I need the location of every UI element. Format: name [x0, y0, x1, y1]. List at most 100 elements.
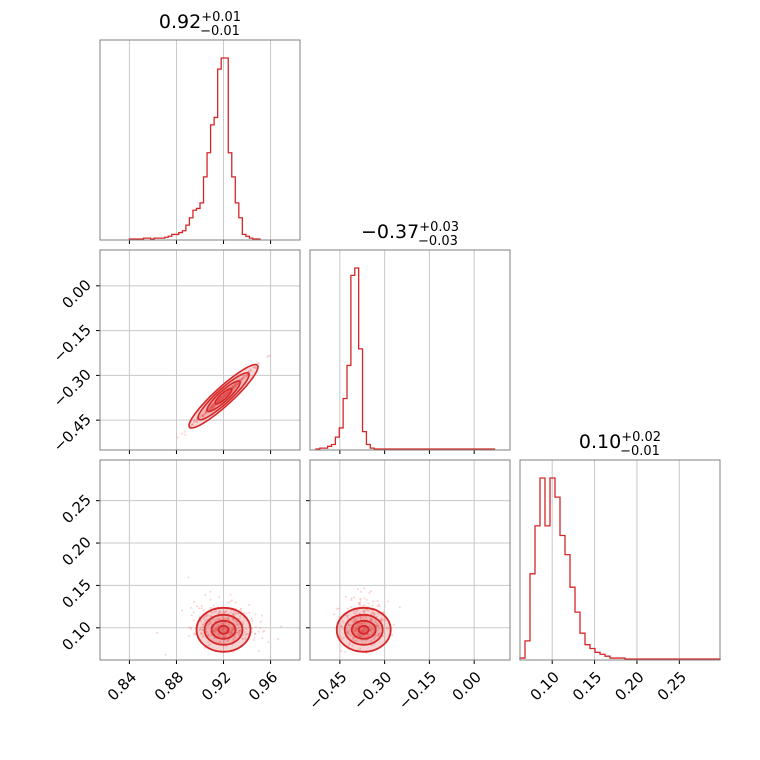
sample-point: [156, 631, 159, 634]
sample-point: [204, 411, 207, 414]
sample-point: [365, 598, 368, 601]
sample-point: [216, 400, 219, 403]
sample-point: [376, 625, 378, 628]
sample-point: [370, 618, 373, 621]
sample-point: [196, 605, 198, 608]
sample-point: [353, 612, 356, 615]
sample-point: [218, 399, 221, 401]
sample-point: [257, 362, 260, 365]
sample-point: [224, 618, 227, 621]
sample-point: [221, 397, 224, 400]
sample-point: [354, 628, 357, 631]
sample-point: [192, 421, 195, 423]
sample-point: [205, 630, 208, 633]
sample-point: [378, 605, 381, 608]
sample-point: [213, 637, 216, 640]
sample-point: [357, 634, 360, 637]
sample-point: [223, 393, 226, 396]
sample-point: [220, 396, 223, 399]
sample-point: [218, 611, 221, 614]
sample-point: [219, 396, 222, 399]
sample-point: [355, 628, 358, 630]
sample-point: [367, 635, 370, 638]
sample-point: [233, 614, 236, 617]
sample-point: [209, 622, 212, 625]
sample-point: [240, 629, 243, 631]
sample-point: [201, 636, 204, 638]
x-tick-label: −0.30: [350, 668, 395, 713]
panel-frame: [309, 459, 511, 661]
sample-point: [363, 604, 366, 607]
sample-point: [223, 611, 226, 614]
sample-point: [376, 624, 379, 627]
sample-point: [359, 599, 362, 602]
sample-point: [209, 615, 212, 617]
sample-point: [226, 391, 229, 394]
sample-point: [240, 377, 243, 380]
sample-point: [365, 629, 368, 632]
sample-point: [238, 378, 241, 381]
sample-point: [244, 633, 247, 636]
sample-point: [223, 394, 226, 397]
sample-point: [198, 628, 201, 631]
sample-point: [213, 630, 216, 633]
sample-point: [371, 604, 374, 607]
sample-point: [234, 384, 237, 387]
sample-point: [253, 639, 256, 641]
sample-point: [363, 635, 366, 638]
sample-point: [238, 617, 241, 620]
sample-point: [368, 633, 371, 636]
param-title-0: 0.92+0.01 −0.01: [159, 10, 241, 39]
sample-point: [215, 631, 218, 634]
sample-point: [368, 624, 371, 627]
sample-point: [357, 624, 359, 627]
sample-point: [212, 406, 215, 409]
sample-point: [363, 634, 365, 637]
sample-point: [268, 354, 271, 357]
sample-point: [355, 639, 358, 642]
contour-level-1: [343, 613, 384, 646]
sample-point: [254, 613, 257, 616]
sample-point: [374, 621, 376, 623]
sample-point: [227, 391, 230, 394]
sample-point: [370, 626, 373, 629]
sample-point: [203, 616, 206, 619]
y-tick-label: 0.15: [58, 576, 94, 612]
sample-point: [215, 401, 218, 404]
sample-point: [211, 405, 214, 408]
sample-point: [204, 412, 207, 415]
sample-point: [207, 633, 210, 636]
sample-point: [354, 629, 357, 632]
sample-point: [220, 396, 223, 399]
sample-point: [241, 377, 244, 380]
sample-point: [237, 631, 240, 634]
sample-point: [359, 647, 362, 650]
sample-point: [234, 385, 237, 388]
sample-point: [212, 403, 215, 406]
sample-point: [221, 395, 224, 398]
sample-point: [398, 606, 401, 609]
sample-point: [363, 587, 366, 590]
sample-point: [352, 636, 355, 639]
x-tick-label: 0.88: [151, 668, 187, 704]
sample-point: [202, 623, 205, 626]
sample-point: [348, 633, 351, 636]
sample-point: [218, 399, 221, 402]
sample-point: [235, 382, 238, 385]
sample-point: [233, 637, 236, 639]
sample-point: [202, 617, 205, 620]
sample-point: [245, 612, 248, 615]
sample-point: [219, 399, 222, 402]
sample-point: [244, 631, 247, 633]
sample-point: [250, 631, 253, 633]
sample-point: [366, 635, 369, 638]
sample-point: [346, 631, 349, 634]
sample-point: [226, 618, 229, 621]
sample-point: [225, 393, 228, 396]
sample-point: [224, 394, 227, 396]
sample-point: [378, 632, 381, 635]
sample-point: [354, 620, 357, 623]
sample-point: [209, 620, 212, 623]
sample-point: [345, 628, 348, 630]
sample-point: [232, 386, 235, 388]
